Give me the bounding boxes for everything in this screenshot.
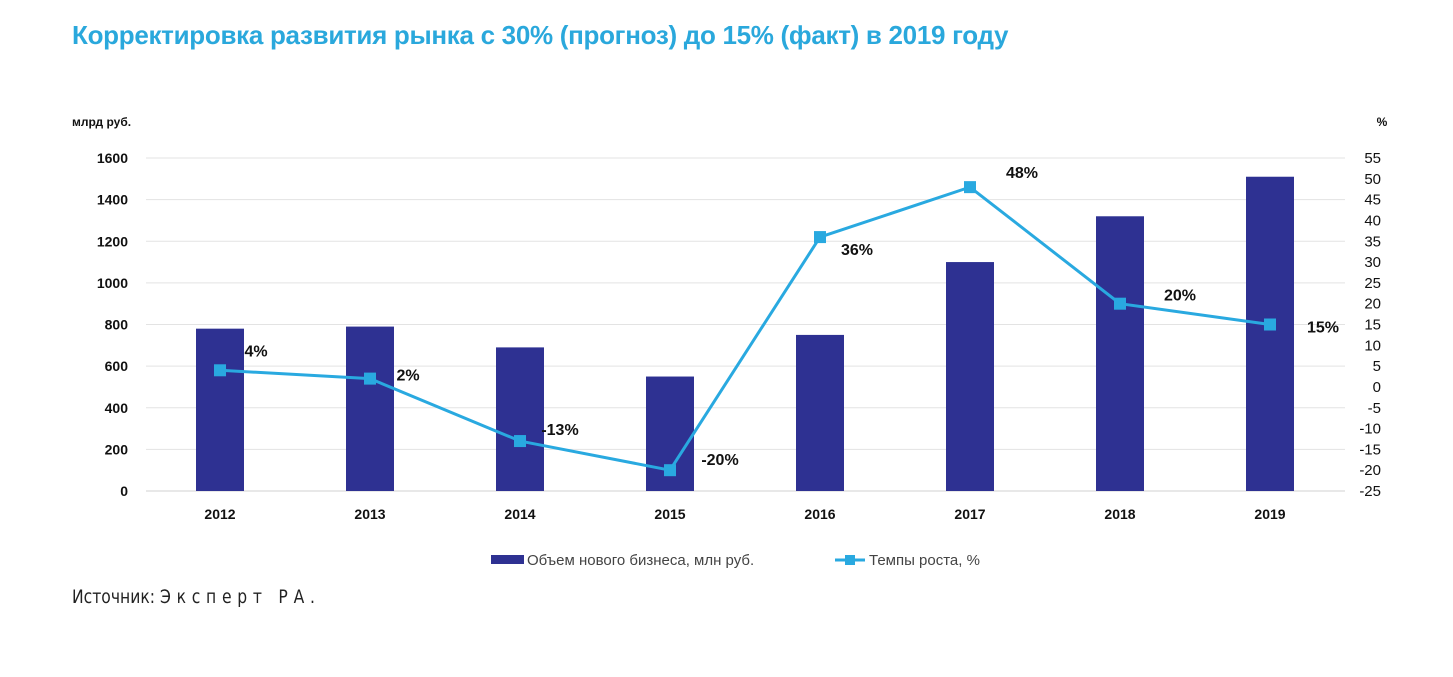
right-tick-label: -20 — [1359, 462, 1381, 479]
data-label-2018: 20% — [1164, 288, 1196, 305]
left-tick-label: 1200 — [97, 233, 128, 249]
legend-bar-label: Объем нового бизнеса, млн руб. — [527, 552, 754, 569]
right-axis-unit: % — [1377, 115, 1388, 129]
x-tick-label: 2013 — [354, 506, 385, 522]
data-label-2016: 36% — [841, 242, 873, 259]
left-axis: 0 200 400 600 800 1000 1200 1400 1600 — [97, 150, 128, 499]
bar-2019 — [1246, 176, 1294, 491]
left-tick-label: 1600 — [97, 150, 128, 166]
source-label: Источник: — [72, 586, 156, 608]
right-tick-label: 0 — [1373, 379, 1381, 396]
right-tick-label: 5 — [1373, 358, 1381, 375]
right-tick-label: 30 — [1364, 254, 1381, 271]
data-labels: 4% 2% -13% -20% 36% 48% 20% 15% — [244, 165, 1339, 469]
right-tick-label: 40 — [1364, 212, 1381, 229]
point-2012 — [214, 364, 226, 377]
x-tick-label: 2012 — [204, 506, 235, 522]
bar-2016 — [796, 334, 844, 491]
right-axis: -25 -20 -15 -10 -5 0 5 10 15 20 25 30 35 40 45 50 55 — [1359, 150, 1381, 500]
data-label-2014: -13% — [541, 422, 578, 439]
x-tick-label: 2018 — [1104, 506, 1135, 522]
left-axis-unit: млрд руб. — [72, 115, 131, 129]
legend: Объем нового бизнеса, млн руб. Темпы рос… — [491, 552, 980, 569]
left-tick-label: 200 — [105, 441, 129, 457]
right-tick-label: 55 — [1364, 150, 1381, 167]
growth-line — [219, 185, 1271, 472]
legend-line-label: Темпы роста, % — [869, 552, 980, 569]
bar-2014 — [496, 347, 544, 491]
right-tick-label: 35 — [1364, 233, 1381, 250]
left-tick-label: 600 — [105, 358, 129, 374]
right-tick-label: 15 — [1364, 317, 1381, 334]
left-tick-label: 1400 — [97, 192, 128, 208]
left-tick-label: 1000 — [97, 275, 128, 291]
x-tick-label: 2017 — [954, 506, 985, 522]
line-series — [219, 185, 1271, 472]
x-axis: 2012 2013 2014 2015 2016 2017 2018 2019 — [204, 506, 1285, 522]
legend-line-marker — [845, 555, 855, 565]
x-tick-label: 2019 — [1254, 506, 1285, 522]
left-tick-label: 400 — [105, 400, 129, 416]
right-tick-label: -5 — [1368, 400, 1381, 417]
right-tick-label: 25 — [1364, 275, 1381, 292]
data-label-2019: 15% — [1307, 320, 1339, 337]
point-2016 — [814, 231, 826, 244]
gridlines — [146, 157, 1345, 492]
bar-series — [196, 176, 1294, 491]
data-label-2015: -20% — [701, 452, 738, 469]
bar-2018 — [1096, 216, 1144, 491]
right-tick-label: -10 — [1359, 421, 1381, 438]
left-tick-label: 800 — [105, 317, 129, 333]
line-points — [214, 181, 1276, 477]
right-tick-label: -15 — [1359, 441, 1381, 458]
data-label-2017: 48% — [1006, 165, 1038, 182]
data-label-2012: 4% — [244, 343, 267, 360]
point-2014 — [514, 435, 526, 448]
source-value: Эксперт РА. — [159, 586, 321, 608]
source-note: Источник: Эксперт РА. — [72, 586, 321, 608]
x-tick-label: 2014 — [504, 506, 535, 522]
legend-bar-swatch — [491, 555, 524, 564]
right-tick-label: 20 — [1364, 296, 1381, 313]
bar-2012 — [196, 328, 244, 491]
point-2017 — [964, 181, 976, 194]
right-tick-label: 45 — [1364, 192, 1381, 209]
x-tick-label: 2016 — [804, 506, 835, 522]
point-2013 — [364, 372, 376, 385]
bar-2013 — [346, 326, 394, 491]
bar-2017 — [946, 262, 994, 491]
right-tick-label: 50 — [1364, 171, 1381, 188]
point-2015 — [664, 464, 676, 477]
data-label-2013: 2% — [396, 368, 419, 385]
chart-title: Корректировка развития рынка с 30% (прог… — [72, 20, 1009, 50]
right-tick-label: -25 — [1359, 483, 1381, 500]
point-2018 — [1114, 297, 1126, 310]
right-tick-label: 10 — [1364, 337, 1381, 354]
x-tick-label: 2015 — [654, 506, 685, 522]
point-2019 — [1264, 318, 1276, 331]
left-tick-label: 0 — [120, 483, 128, 499]
